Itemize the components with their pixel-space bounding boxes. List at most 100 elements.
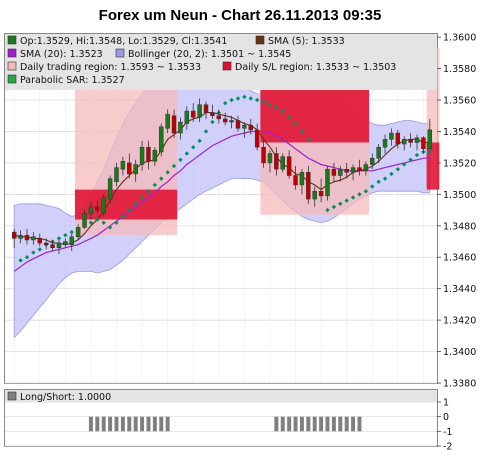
candle-bull: [107, 178, 113, 200]
longshort-tick-label: 0: [443, 412, 449, 423]
candle-bear: [357, 167, 362, 172]
sar-point: [88, 220, 94, 225]
sar-point: [114, 220, 119, 225]
candle-bear: [11, 231, 17, 239]
longshort-bar: [127, 416, 132, 432]
legend-entry: Daily S/L region: 1.3533 ~ 1.3503: [235, 62, 396, 73]
sar-point: [24, 255, 30, 260]
sar-point: [299, 129, 305, 134]
longshort-bar: [165, 416, 170, 432]
candle-bear: [306, 172, 311, 200]
candle-bull: [75, 227, 81, 238]
longshort-bar: [114, 416, 119, 432]
longshort-bar: [108, 416, 113, 432]
sar-point: [178, 157, 183, 162]
sar-point: [120, 214, 126, 219]
longshort-bar: [133, 416, 138, 432]
sar-point: [235, 96, 241, 101]
candle-bear: [274, 153, 279, 170]
candle-bull: [197, 104, 202, 118]
longshort-bar: [152, 416, 157, 432]
candle-bull: [82, 212, 87, 228]
sar-point: [63, 233, 68, 238]
longshort-bar: [312, 416, 317, 432]
longshort-bar: [146, 416, 151, 432]
candle-bear: [318, 190, 324, 197]
parabolic-sar: [18, 94, 433, 263]
price-tick-label: 1.3460: [443, 253, 476, 264]
longshort-bar: [95, 416, 100, 432]
candle-bull: [114, 167, 119, 183]
longshort-bar: [306, 416, 311, 432]
longshort-bar: [351, 416, 356, 432]
sar-point: [344, 198, 349, 203]
sar-point: [382, 176, 388, 181]
price-tick-label: 1.3520: [443, 158, 476, 169]
sar-point: [242, 94, 247, 100]
price-tick-label: 1.3500: [443, 190, 476, 201]
candle-bear: [293, 175, 298, 186]
candle-bear: [24, 234, 30, 241]
candle-bull: [133, 164, 138, 175]
longshort-tick-label: -1: [443, 427, 452, 438]
sar-point: [254, 97, 260, 103]
longshort-bar: [319, 416, 324, 432]
sar-point: [427, 149, 433, 155]
longshort-bar: [344, 416, 349, 432]
price-tick-label: 1.3600: [443, 33, 476, 44]
candle-bull: [18, 234, 23, 239]
candle-bear: [331, 168, 337, 176]
longshort-bar: [331, 416, 336, 432]
candle-bull: [382, 139, 388, 148]
candle-bear: [203, 104, 209, 113]
candle-bull: [139, 146, 145, 165]
candle-bear: [408, 139, 413, 143]
longshort-bar: [287, 416, 292, 432]
sar-point: [127, 207, 132, 213]
sar-point: [357, 192, 362, 197]
candle-bull: [56, 242, 62, 249]
sar-point: [286, 115, 292, 120]
candle-bull: [299, 172, 305, 186]
longshort-bar: [280, 416, 285, 432]
candle-bear: [50, 244, 55, 249]
longshort-tick-label: -2: [443, 442, 452, 453]
sar-point: [376, 179, 381, 184]
candle-bear: [146, 146, 151, 162]
candle-bull: [370, 157, 375, 165]
candle-bull: [325, 168, 330, 197]
price-tick-label: 1.3560: [443, 96, 476, 107]
sar-point: [389, 171, 394, 177]
candle-bull: [280, 156, 285, 170]
candle-bull: [350, 167, 356, 173]
longshort-bar: [357, 416, 362, 432]
sma20-swatch-icon: [7, 48, 17, 58]
bollinger-swatch-icon: [115, 48, 125, 58]
price-tick-label: 1.3420: [443, 316, 476, 327]
longshort-bar: [325, 416, 330, 432]
candlesticks: [11, 98, 433, 255]
legend-entry: Parabolic SAR: 1.3527: [20, 75, 125, 86]
sl-region: [426, 142, 440, 190]
sar-point: [139, 195, 145, 200]
sar-point: [261, 99, 266, 104]
sar-point: [402, 162, 407, 167]
price-tick-label: 1.3580: [443, 64, 476, 75]
sar-point: [203, 129, 209, 134]
candle-bull: [389, 132, 394, 140]
sar-point: [229, 97, 234, 103]
candle-bear: [395, 132, 401, 145]
legend-entry: Bollinger (20, 2): 1.3501 ~ 1.3545: [128, 49, 291, 60]
candle-bull: [312, 190, 317, 200]
candle-bear: [222, 118, 228, 123]
longshort-bar: [88, 416, 93, 432]
longshort-bar: [101, 416, 106, 432]
sar-swatch-icon: [7, 74, 17, 84]
sar-point: [274, 105, 279, 111]
sar-point: [107, 225, 113, 230]
sar-point: [95, 217, 100, 222]
sar-point: [395, 166, 401, 172]
candle-bull: [178, 121, 183, 134]
candle-bear: [235, 120, 241, 129]
